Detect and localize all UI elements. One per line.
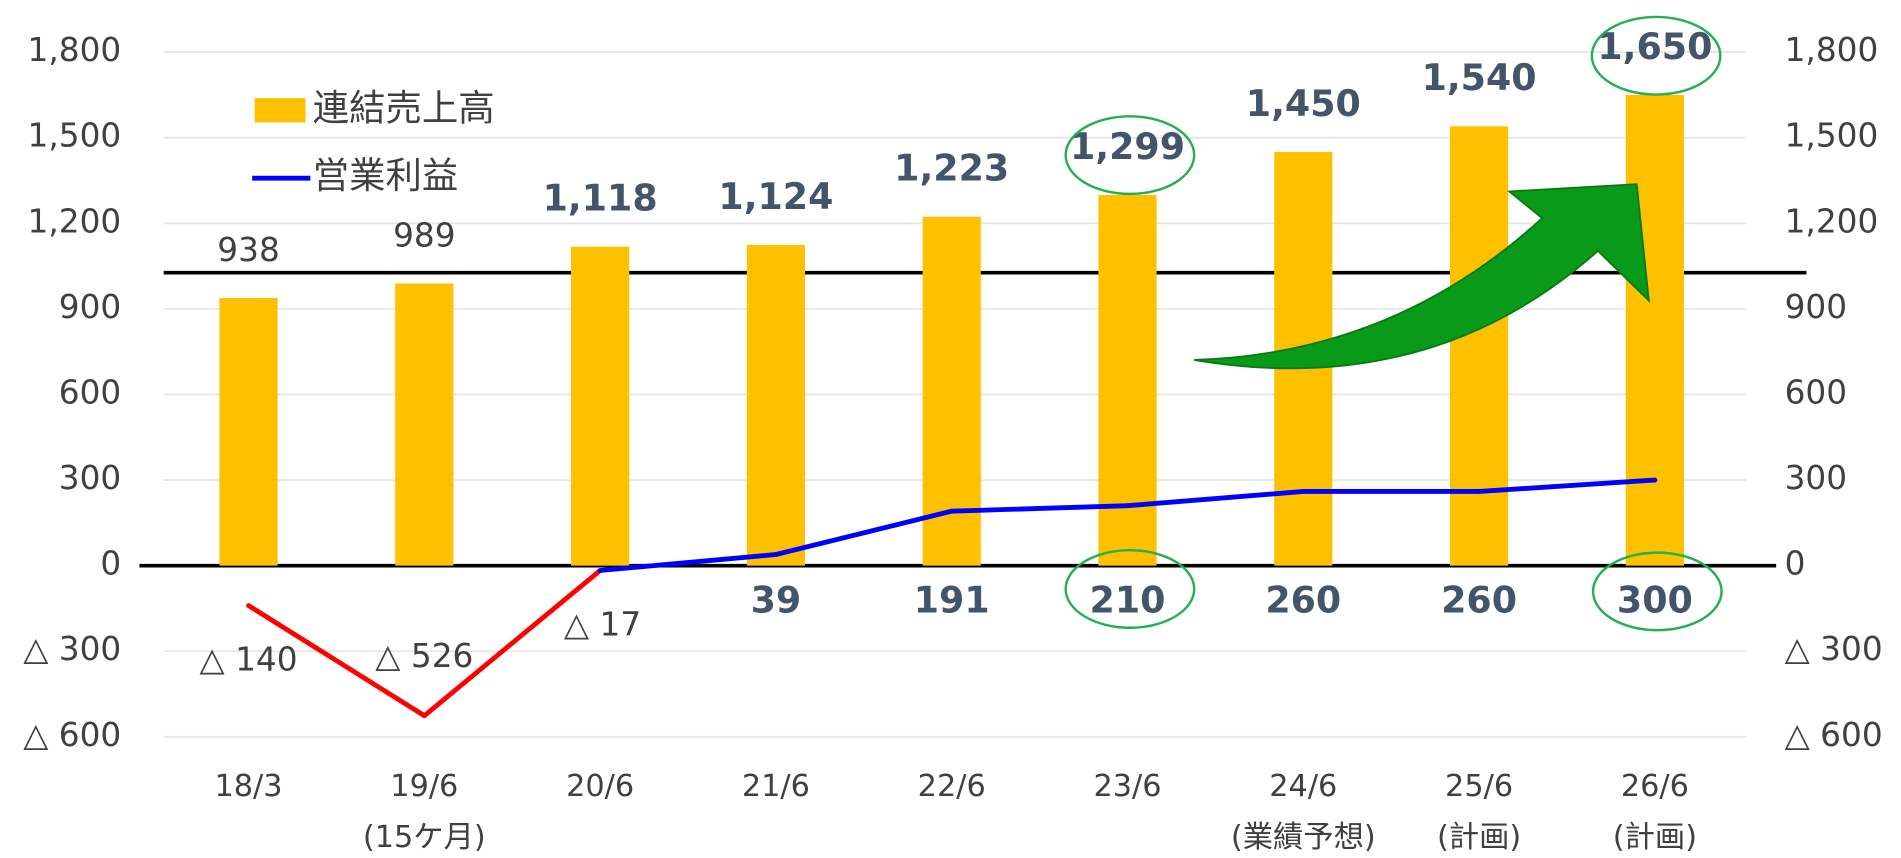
bar [1449, 126, 1509, 566]
y-tick-label: 1,500 [28, 117, 122, 155]
line-segment [949, 503, 1130, 514]
bar [219, 298, 278, 566]
y-tick-label: △ 600 [23, 716, 121, 754]
bar-value-label: 1,118 [543, 177, 658, 220]
bar [922, 216, 981, 566]
y2-tick-label: 900 [1785, 288, 1847, 326]
bar-value-label: 1,223 [894, 147, 1009, 190]
y2-tick-label: △ 300 [1785, 630, 1883, 668]
y2-tick-label: 0 [1785, 545, 1806, 583]
line-segment [246, 603, 427, 719]
highlight-ellipse [1064, 548, 1196, 629]
bar-value-label: 1,650 [1597, 25, 1712, 68]
lines [246, 477, 1658, 719]
y-tick-label: 600 [59, 373, 121, 411]
legend-swatch [254, 98, 306, 123]
line-segment [421, 568, 603, 719]
x-tick-note: (計画) [1437, 820, 1521, 855]
y2-tick-label: 1,500 [1785, 117, 1879, 155]
y2-tick-label: 1,800 [1785, 31, 1879, 69]
line-value-label: 39 [751, 578, 802, 621]
x-tick-label: 19/6 [390, 769, 458, 804]
highlight-ellipse [1591, 551, 1723, 632]
line-segment [773, 508, 955, 557]
y2-tick-label: 300 [1785, 459, 1847, 497]
line-value-label: △ 140 [200, 641, 298, 679]
highlight-ellipse [1064, 115, 1196, 196]
bar-value-label: 1,450 [1246, 82, 1361, 125]
bar [1098, 195, 1157, 566]
y-tick-label: 900 [59, 288, 121, 326]
bar [395, 283, 454, 566]
x-tick-label: 26/6 [1621, 769, 1689, 804]
x-tick-label: 20/6 [566, 769, 634, 804]
x-tick-label: 21/6 [742, 769, 810, 804]
legend-label: 営業利益 [313, 154, 458, 197]
line-segment [1476, 477, 1658, 494]
bar-value-label: 1,124 [718, 175, 833, 218]
x-tick-label: 25/6 [1445, 769, 1513, 804]
bar-value-label: 989 [393, 216, 455, 254]
x-tick-label: 22/6 [918, 769, 986, 804]
line-value-label: △ 526 [375, 637, 473, 675]
y2-tick-label: 1,200 [1785, 202, 1879, 240]
x-tick-note: (業績予想) [1231, 820, 1376, 855]
labels: △ 600 △ 600 △ 300 △ 300 0 0 300 300 600 600 900 900… [23, 25, 1882, 855]
x-tick-label: 18/3 [215, 769, 283, 804]
legend: 連結売上高 営業利益 [252, 86, 495, 197]
line-value-label: 210 [1090, 578, 1166, 621]
line-segment [597, 552, 779, 573]
bar [746, 244, 806, 566]
y-tick-label: 0 [100, 545, 121, 583]
bar [571, 246, 630, 566]
line-value-label: 260 [1265, 578, 1341, 621]
x-tick-note: (計画) [1613, 820, 1697, 855]
y-tick-label: △ 300 [23, 630, 121, 668]
bar-value-label: 938 [217, 231, 279, 269]
y-tick-label: 300 [59, 459, 121, 497]
y-tick-label: 1,800 [28, 31, 122, 69]
highlight-ellipse [1590, 15, 1722, 96]
y2-tick-label: 600 [1785, 373, 1847, 411]
line-value-label: 300 [1617, 578, 1693, 621]
line-value-label: 260 [1441, 578, 1517, 621]
line-value-label: △ 17 [564, 606, 641, 644]
y2-tick-label: △ 600 [1785, 716, 1883, 754]
x-tick-note: (15ケ月) [363, 820, 486, 855]
trend-arrow [1194, 183, 1650, 370]
line-value-label: 191 [914, 578, 990, 621]
x-tick-label: 24/6 [1269, 769, 1337, 804]
bar [1625, 94, 1684, 566]
bar-value-label: 1,299 [1070, 125, 1185, 168]
bar-value-label: 1,540 [1422, 56, 1537, 99]
y-tick-label: 1,200 [28, 202, 122, 240]
legend-label: 連結売上高 [313, 86, 495, 129]
line-segment [1125, 489, 1306, 509]
x-tick-label: 23/6 [1093, 769, 1161, 804]
